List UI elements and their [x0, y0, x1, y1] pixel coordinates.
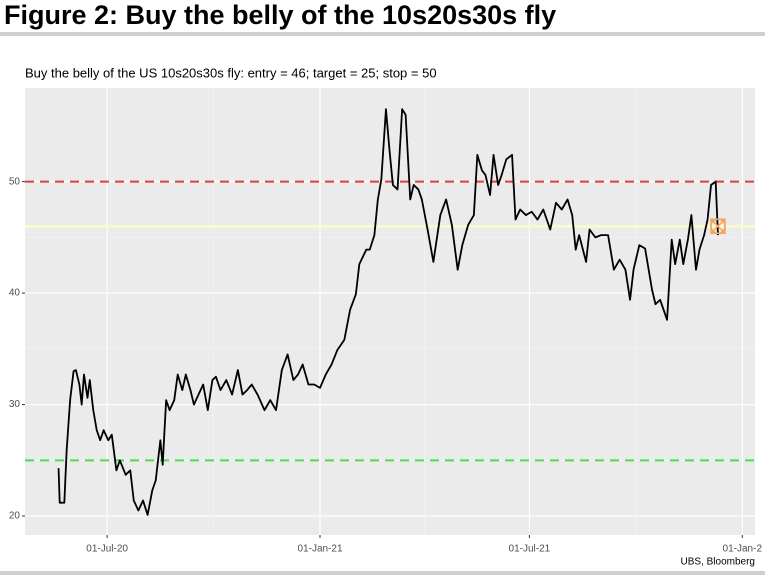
- y-tick-label: 50: [9, 176, 21, 187]
- series-line: [57, 108, 719, 516]
- figure-title: Figure 2: Buy the belly of the 10s20s30s…: [4, 0, 556, 30]
- y-tick-label: 20: [9, 511, 21, 522]
- x-tick-label: 01-Jan-21: [297, 544, 342, 555]
- chart-title: Buy the belly of the US 10s20s30s fly: e…: [25, 65, 437, 80]
- x-tick-label: 01-Jul-21: [509, 544, 551, 555]
- entry-marker: [710, 218, 726, 234]
- title-rule: [0, 32, 765, 36]
- x-tick-label: 01-Jul-20: [86, 544, 128, 555]
- y-tick-label: 30: [9, 399, 21, 410]
- source: UBS, Bloomberg: [681, 557, 755, 568]
- entry-marker: [710, 218, 726, 234]
- bottom-rule: [0, 571, 765, 575]
- x-tick-label: 01-Jan-2: [723, 544, 763, 555]
- y-tick-label: 40: [9, 288, 21, 299]
